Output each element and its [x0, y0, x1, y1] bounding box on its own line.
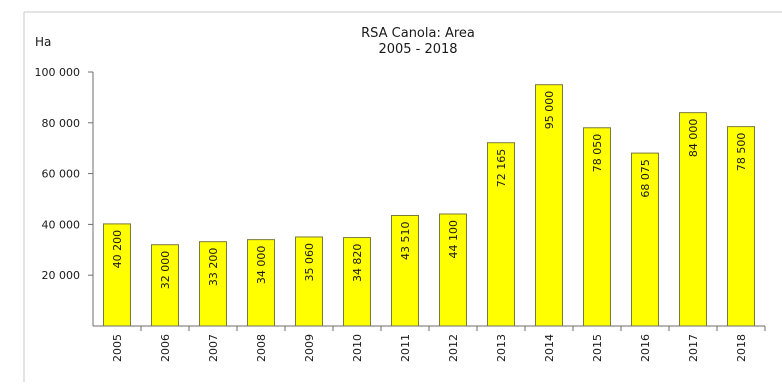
- bar-group: 40 200 32 000 33 200 34 000 35 060 34 820 43 5…: [103, 84, 755, 327]
- x-tick-label: 2008: [255, 334, 268, 362]
- bar: [343, 237, 371, 327]
- bar-value-label: 40 200: [111, 230, 124, 269]
- bar: [727, 126, 755, 327]
- y-tick-label: 40 000: [42, 218, 81, 231]
- bar: [631, 152, 659, 327]
- x-tick-label: 2009: [303, 334, 316, 362]
- x-tick-label: 2014: [543, 334, 556, 362]
- x-tick-label: 2013: [495, 334, 508, 362]
- bar: [679, 112, 707, 327]
- x-tick-label: 2018: [735, 334, 748, 362]
- bar: [151, 244, 179, 327]
- bar: [535, 84, 563, 327]
- bar-value-label: 78 500: [735, 133, 748, 172]
- x-tick-label: 2015: [591, 334, 604, 362]
- bar-value-label: 34 820: [351, 244, 364, 282]
- x-tick-label: 2011: [399, 334, 412, 362]
- bar-value-label: 35 060: [303, 243, 316, 282]
- y-tick-label: 80 000: [42, 117, 81, 130]
- y-axis-ticks: 20 000 40 000 60 000 80 000 100 000: [35, 66, 93, 282]
- x-tick-label: 2016: [639, 334, 652, 362]
- x-tick-label: 2010: [351, 334, 364, 362]
- bar-value-label: 78 050: [591, 134, 604, 173]
- bar-value-label: 33 200: [207, 248, 220, 287]
- bar: [439, 213, 467, 327]
- chart-title: RSA Canola: Area: [361, 26, 475, 41]
- bar: [199, 241, 227, 327]
- x-axis-ticks: 2005 2006 2007 2008 2009 2010 2011 2012 2013 2014…: [111, 326, 766, 362]
- chart-subtitle: 2005 - 2018: [378, 42, 457, 57]
- x-tick-label: 2006: [159, 334, 172, 362]
- bar-value-label: 68 075: [639, 159, 652, 198]
- bar-value-label: 32 000: [159, 251, 172, 290]
- bar-value-label: 34 000: [255, 246, 268, 285]
- y-tick-label: 20 000: [42, 269, 81, 282]
- x-tick-label: 2005: [111, 334, 124, 362]
- y-axis-unit-label: Ha: [35, 35, 51, 49]
- bar: [583, 127, 611, 327]
- bar-value-label: 43 510: [399, 221, 412, 260]
- x-tick-label: 2007: [207, 334, 220, 362]
- bar: [391, 214, 419, 327]
- bar-value-label: 44 100: [447, 220, 460, 259]
- bar: [295, 236, 323, 327]
- bar-value-label: 84 000: [687, 119, 700, 158]
- bar: [247, 239, 275, 327]
- y-tick-label: 100 000: [35, 66, 81, 79]
- x-tick-label: 2017: [687, 334, 700, 362]
- y-tick-label: 60 000: [42, 168, 81, 181]
- bar-value-label: 95 000: [543, 91, 556, 130]
- bar-value-label: 72 165: [495, 149, 508, 188]
- x-tick-label: 2012: [447, 334, 460, 362]
